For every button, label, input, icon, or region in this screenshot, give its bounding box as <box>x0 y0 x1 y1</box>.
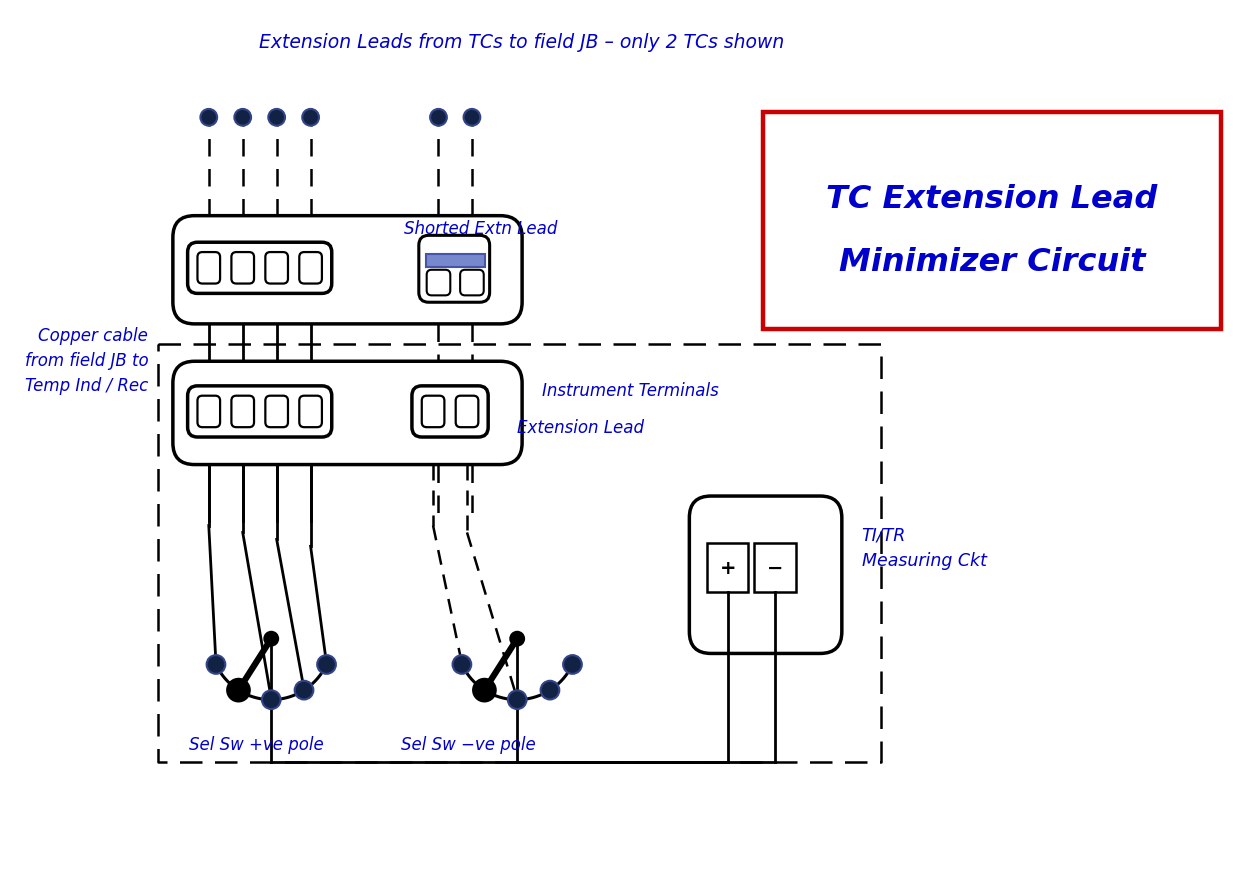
Bar <box>755 544 795 593</box>
Circle shape <box>430 110 447 126</box>
FancyBboxPatch shape <box>265 396 288 428</box>
FancyBboxPatch shape <box>299 396 322 428</box>
FancyBboxPatch shape <box>427 270 451 296</box>
Circle shape <box>318 655 335 674</box>
Circle shape <box>235 110 251 126</box>
Circle shape <box>463 110 480 126</box>
FancyBboxPatch shape <box>412 387 489 438</box>
Text: +: + <box>720 559 736 578</box>
FancyBboxPatch shape <box>690 496 842 653</box>
Text: TC Extension Lead: TC Extension Lead <box>826 184 1158 215</box>
Text: TI/TR
Measuring Ckt: TI/TR Measuring Ckt <box>862 526 986 569</box>
FancyBboxPatch shape <box>187 243 332 294</box>
Circle shape <box>474 679 496 702</box>
Circle shape <box>540 681 559 700</box>
Circle shape <box>510 632 524 645</box>
FancyBboxPatch shape <box>265 253 288 284</box>
Circle shape <box>303 110 319 126</box>
Circle shape <box>227 679 250 702</box>
Text: Extension Leads from TCs to field JB – only 2 TCs shown: Extension Leads from TCs to field JB – o… <box>260 33 785 52</box>
Circle shape <box>452 655 471 674</box>
FancyBboxPatch shape <box>418 236 490 303</box>
FancyBboxPatch shape <box>173 362 522 465</box>
Circle shape <box>507 690 526 709</box>
FancyBboxPatch shape <box>231 253 254 284</box>
FancyBboxPatch shape <box>299 253 322 284</box>
Circle shape <box>295 681 313 700</box>
Text: −: − <box>766 559 784 578</box>
Bar <box>426 254 485 267</box>
Text: Instrument Terminals: Instrument Terminals <box>541 381 718 399</box>
Text: Sel Sw −ve pole: Sel Sw −ve pole <box>401 735 535 753</box>
Bar <box>764 113 1221 330</box>
Bar <box>707 544 749 593</box>
Text: Copper cable
from field JB to
Temp Ind / Rec: Copper cable from field JB to Temp Ind /… <box>25 327 148 395</box>
Text: Extension Lead: Extension Lead <box>517 418 644 437</box>
Circle shape <box>264 632 278 645</box>
FancyBboxPatch shape <box>231 396 254 428</box>
FancyBboxPatch shape <box>173 217 522 324</box>
FancyBboxPatch shape <box>187 387 332 438</box>
Circle shape <box>229 681 247 700</box>
FancyBboxPatch shape <box>197 396 220 428</box>
Circle shape <box>475 681 494 700</box>
Circle shape <box>207 655 225 674</box>
FancyBboxPatch shape <box>460 270 484 296</box>
Circle shape <box>263 690 280 709</box>
Text: Sel Sw +ve pole: Sel Sw +ve pole <box>190 735 324 753</box>
FancyBboxPatch shape <box>197 253 220 284</box>
Circle shape <box>269 110 285 126</box>
Circle shape <box>563 655 582 674</box>
FancyBboxPatch shape <box>456 396 479 428</box>
Text: Shorted Extn Lead: Shorted Extn Lead <box>404 220 558 239</box>
FancyBboxPatch shape <box>422 396 445 428</box>
Circle shape <box>201 110 217 126</box>
Text: Minimizer Circuit: Minimizer Circuit <box>839 247 1145 278</box>
